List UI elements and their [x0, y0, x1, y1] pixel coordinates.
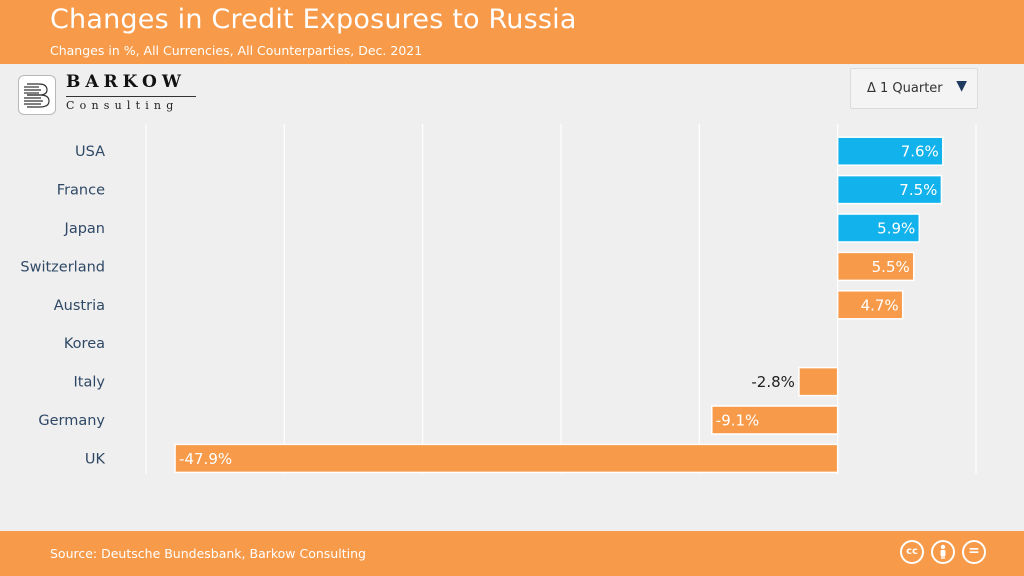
bar — [836, 213, 921, 243]
header-bar: Changes in Credit Exposures to Russia Ch… — [0, 0, 1024, 64]
footer-bar: Source: Deutsche Bundesbank, Barkow Cons… — [0, 531, 1024, 576]
data-label: -47.9% — [179, 450, 232, 468]
category-label: Switzerland — [20, 259, 105, 275]
bar — [836, 251, 915, 282]
logo-wordmark: BARKOW — [66, 72, 186, 92]
category-label: Japan — [64, 221, 105, 237]
category-label: France — [57, 183, 105, 199]
data-label: -9.1% — [716, 412, 760, 430]
data-label: -2.8% — [751, 373, 795, 391]
logo-divider — [66, 96, 196, 97]
data-label: 4.7% — [861, 296, 899, 314]
page-title: Changes in Credit Exposures to Russia — [50, 4, 577, 35]
bar — [798, 366, 839, 397]
bar — [836, 290, 904, 320]
category-label: USA — [75, 144, 105, 160]
period-dropdown[interactable]: Δ 1 Quarter ▼ — [850, 68, 978, 109]
bar-chart: USA 7.6% France 7.5% Japan 5.9% Switzerland 5.5… — [20, 124, 977, 474]
category-label: Germany — [38, 413, 105, 429]
category-label: Italy — [74, 375, 106, 391]
category-label: UK — [85, 451, 106, 467]
data-label: 5.5% — [872, 258, 910, 276]
page-subtitle: Changes in %, All Currencies, All Counte… — [50, 43, 423, 58]
logo-mark-icon — [18, 75, 56, 115]
by-icon[interactable] — [931, 540, 955, 564]
data-label: 7.5% — [899, 181, 937, 199]
bar — [711, 405, 839, 435]
data-label: 5.9% — [877, 220, 915, 238]
triangle-down-icon[interactable]: ▼ — [956, 78, 967, 94]
bar — [836, 136, 944, 166]
data-label: 7.6% — [901, 143, 939, 161]
category-label: Korea — [64, 336, 105, 352]
period-dropdown-value: Δ 1 Quarter — [867, 81, 943, 96]
logo-subtitle: Consulting — [66, 99, 179, 112]
cc-icon[interactable]: cc — [900, 540, 924, 564]
nd-icon[interactable]: = — [962, 540, 986, 564]
category-label: Austria — [54, 298, 105, 314]
source-note: Source: Deutsche Bundesbank, Barkow Cons… — [50, 546, 366, 561]
barkow-logo: BARKOW Consulting — [18, 72, 204, 118]
bar — [836, 174, 943, 205]
bar — [174, 443, 839, 474]
